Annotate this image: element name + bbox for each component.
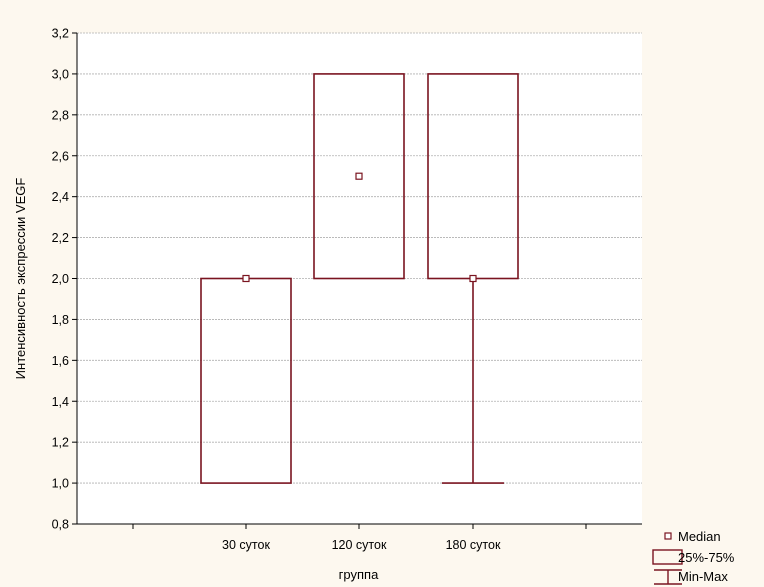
y-tick-label: 2,2: [52, 231, 69, 245]
box-3: [427, 73, 519, 484]
y-tick-label: 2,8: [52, 108, 69, 122]
x-tick-labels: 30 суток 120 суток 180 суток: [222, 538, 501, 552]
x-tick-label: 180 суток: [446, 538, 501, 552]
y-tick-label: 1,2: [52, 436, 69, 450]
y-tick-label: 2,0: [52, 272, 69, 286]
legend-whisker-marker: [654, 569, 682, 585]
legend-whisker-label: Min-Max: [678, 569, 728, 584]
boxes: [200, 73, 519, 484]
y-tick-label: 3,2: [52, 27, 69, 41]
legend-box-label: 25%-75%: [678, 550, 735, 565]
iqr-box: [313, 73, 405, 280]
legend: Median 25%-75% Min-Max: [652, 529, 735, 585]
box-2: [313, 73, 405, 280]
box-1: [200, 274, 292, 484]
x-axis-title: группа: [339, 567, 379, 582]
y-tick-label: 2,4: [52, 190, 69, 204]
legend-box-marker: [652, 549, 683, 565]
y-tick-label: 1,6: [52, 354, 69, 368]
y-tick-label: 0,8: [52, 518, 69, 532]
y-tick-label: 3,0: [52, 67, 69, 81]
y-tick-label: 1,0: [52, 477, 69, 491]
y-axis-title: Интенсивность экспрессии VEGF: [13, 178, 28, 380]
y-tick-labels: 0,8 1,0 1,2 1,4 1,6 1,8 2,0 2,2 2,4 2,6 2,8 3,0 3,2: [52, 27, 69, 532]
y-tick-label: 1,8: [52, 313, 69, 327]
axes: [72, 32, 642, 529]
x-tick-label: 30 суток: [222, 538, 270, 552]
y-tick-label: 1,4: [52, 395, 69, 409]
median-marker: [469, 274, 477, 283]
x-tick-label: 120 суток: [332, 538, 387, 552]
median-marker: [355, 172, 363, 180]
median-marker: [242, 274, 250, 283]
legend-median-marker: [664, 532, 672, 540]
legend-median-label: Median: [678, 529, 721, 544]
y-tick-label: 2,6: [52, 149, 69, 163]
